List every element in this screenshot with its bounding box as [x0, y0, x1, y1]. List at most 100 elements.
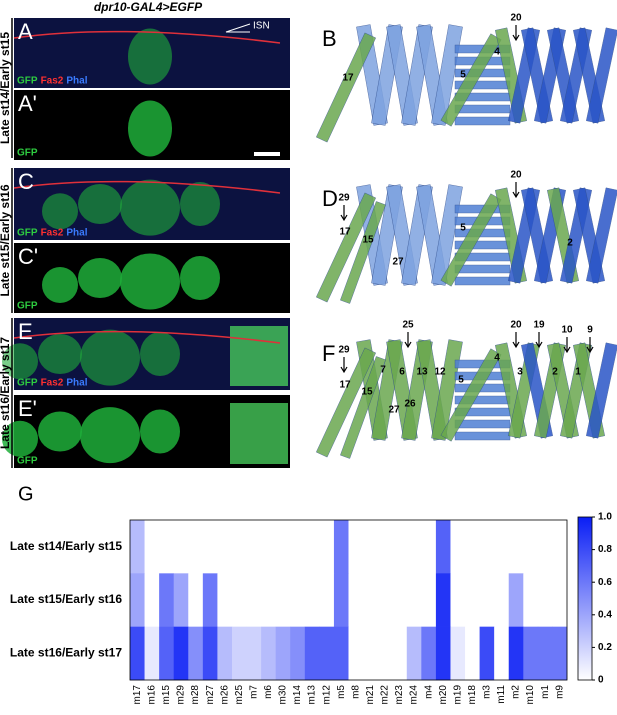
- column-label: m14: [292, 685, 303, 705]
- nerve: [13, 30, 281, 44]
- column-label: m13: [307, 685, 318, 705]
- heatmap-cell: [348, 573, 364, 627]
- muscle-number: 1: [575, 367, 581, 378]
- column-label: m20: [438, 685, 449, 705]
- muscle: [440, 33, 502, 127]
- gfp-signal: [80, 407, 140, 464]
- heatmap-frame: [129, 519, 568, 681]
- muscle-number: 5: [460, 70, 466, 81]
- heatmap-cell: [494, 520, 510, 574]
- heatmap-cell: [231, 626, 247, 681]
- heatmap-cell: [231, 520, 247, 574]
- heatmap-cell: [537, 626, 553, 681]
- heatmap-cell: [130, 626, 145, 681]
- muscle: [431, 24, 463, 126]
- muscle-number: 27: [388, 405, 400, 416]
- muscle-number: 3: [517, 367, 523, 378]
- heatmap-cell: [363, 626, 378, 681]
- heatmap-cell: [479, 573, 495, 627]
- muscle: [454, 276, 511, 286]
- muscle-number: 5: [458, 375, 464, 386]
- channel-label: Fas2: [41, 76, 64, 87]
- column-label: m24: [409, 685, 420, 705]
- muscle: [454, 264, 511, 274]
- panel-label: C': [18, 244, 38, 269]
- column-label: m15: [161, 685, 172, 705]
- heatmap-cell: [479, 520, 495, 574]
- muscle-number: 17: [339, 380, 351, 391]
- heatmap-cell: [348, 626, 364, 681]
- heatmap-cell: [130, 573, 145, 627]
- gfp-signal: [42, 267, 78, 303]
- column-label: m27: [205, 685, 216, 705]
- heatmap-cell: [537, 573, 553, 627]
- heatmap-cell: [188, 626, 204, 681]
- muscle-number: 29: [338, 345, 350, 356]
- scale-bar: [254, 152, 280, 156]
- panel-label: F: [322, 341, 335, 366]
- column-label: m26: [219, 685, 230, 705]
- arrow: [512, 182, 520, 199]
- heatmap-cell: [173, 520, 189, 574]
- heatmap-cell: [537, 520, 553, 574]
- gfp-signal: [128, 100, 172, 157]
- muscle: [315, 192, 377, 303]
- annotation: ISN: [253, 21, 270, 32]
- muscle-number: 7: [380, 365, 386, 376]
- heatmap-cell: [421, 520, 437, 574]
- heatmap-cell: [202, 573, 218, 627]
- column-label: m28: [190, 685, 201, 705]
- heatmap-cell: [392, 626, 408, 681]
- muscle: [454, 419, 511, 429]
- column-label: m5: [336, 685, 347, 699]
- heatmap-cell: [188, 520, 204, 574]
- heatmap-cell: [130, 520, 145, 574]
- colorbar-tick-label: 1.0: [598, 512, 612, 523]
- heatmap-cell: [144, 520, 160, 574]
- muscle-number: 2: [552, 367, 558, 378]
- channel-label: GFP: [17, 148, 38, 159]
- heatmap-cell: [231, 573, 247, 627]
- column-label: m25: [234, 685, 245, 705]
- column-label: m17: [132, 685, 143, 705]
- heatmap-cell: [421, 626, 437, 681]
- muscle-number: 4: [494, 47, 500, 58]
- column-label: m3: [482, 685, 493, 699]
- heatmap-cell: [406, 626, 422, 681]
- heatmap-cell: [144, 626, 160, 681]
- heatmap-cell: [508, 573, 524, 627]
- heatmap-cell: [508, 520, 524, 574]
- heatmap-cell: [392, 573, 408, 627]
- panel-label: D: [322, 186, 338, 211]
- column-label: m22: [380, 685, 391, 705]
- muscle-number: 2: [567, 238, 573, 249]
- heatmap-cell: [435, 520, 451, 574]
- heatmap-cell: [159, 520, 174, 574]
- column-label: m1: [540, 685, 551, 699]
- muscle-number: 12: [434, 367, 446, 378]
- gfp-signal: [80, 329, 140, 386]
- muscle: [440, 193, 502, 287]
- gfp-signal: [128, 28, 172, 85]
- gfp-signal: [2, 420, 38, 457]
- heatmap-cell: [173, 573, 189, 627]
- muscle: [586, 342, 617, 439]
- panel-label: A: [18, 19, 33, 44]
- muscle-number: 15: [362, 235, 374, 246]
- arrow: [512, 25, 520, 42]
- heatmap-cell: [319, 626, 335, 681]
- panel-label: C: [18, 169, 34, 194]
- arrow: [404, 332, 412, 349]
- muscle-number: 29: [338, 193, 350, 204]
- column-label: m21: [365, 685, 376, 705]
- column-label: m8: [350, 685, 361, 699]
- row-label: Late st14/Early st15: [10, 539, 122, 553]
- arrow: [563, 337, 571, 354]
- heatmap-cell: [246, 626, 262, 681]
- muscle-number: 4: [494, 353, 500, 364]
- heatmap-cell: [261, 626, 276, 681]
- heatmap-cell: [159, 573, 174, 627]
- arrow: [586, 337, 594, 354]
- muscle: [454, 431, 511, 441]
- panel-label: B: [322, 26, 337, 51]
